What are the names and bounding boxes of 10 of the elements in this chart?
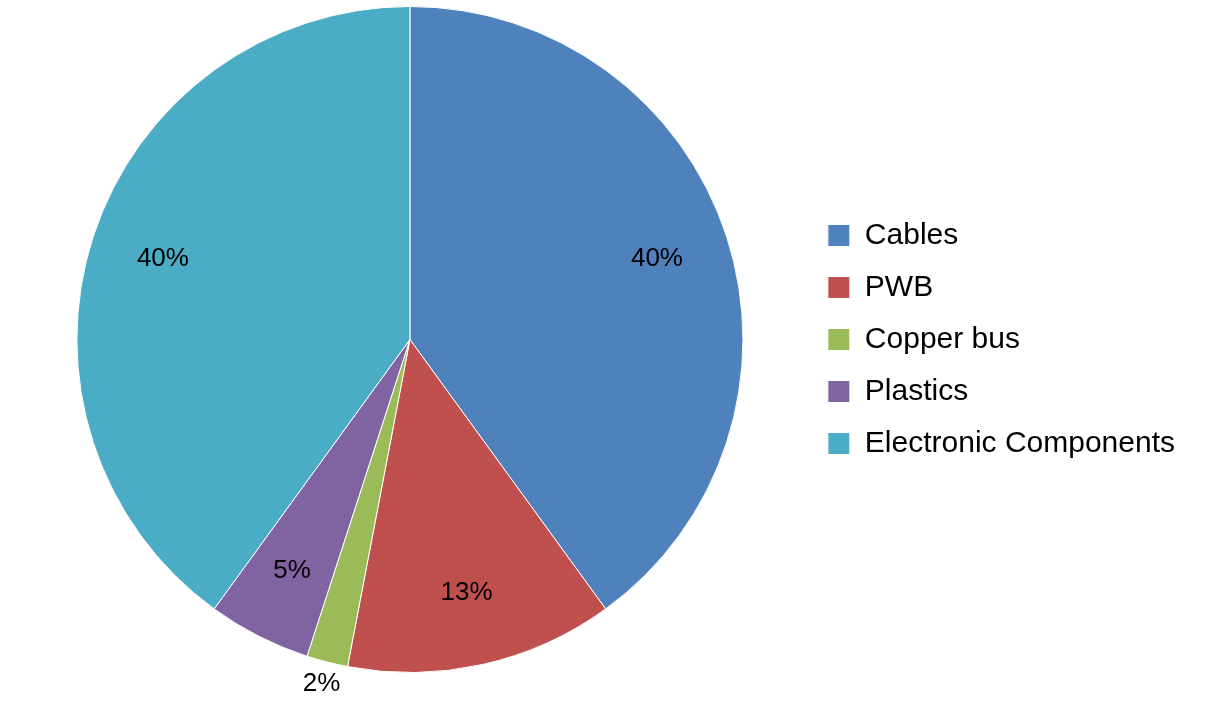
legend-label: Copper bus — [864, 320, 1020, 354]
legend-label: PWB — [864, 268, 934, 302]
data-label: 40% — [630, 242, 683, 273]
data-label: 40% — [136, 242, 189, 273]
data-label: 2% — [302, 666, 341, 697]
legend-label: Cables — [864, 216, 959, 250]
legend-label: Plastics — [864, 372, 969, 406]
legend-label: Electronic Components — [864, 424, 1175, 458]
data-label: 5% — [273, 554, 311, 585]
data-label: 13% — [440, 576, 493, 607]
